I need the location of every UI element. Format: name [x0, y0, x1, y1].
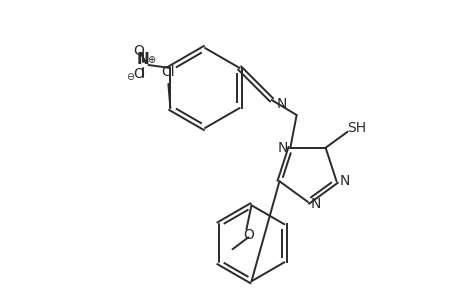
Text: N: N [276, 97, 286, 111]
Text: ⊖: ⊖ [126, 72, 134, 82]
Text: O: O [242, 228, 253, 242]
Text: N: N [310, 197, 320, 211]
Text: ⊕: ⊕ [147, 55, 155, 65]
Text: O: O [133, 67, 144, 81]
Text: O: O [133, 44, 144, 58]
Text: SH: SH [347, 121, 365, 135]
Text: Cl: Cl [161, 65, 175, 79]
Text: N: N [277, 141, 287, 155]
Text: N: N [137, 52, 150, 68]
Text: N: N [339, 174, 349, 188]
